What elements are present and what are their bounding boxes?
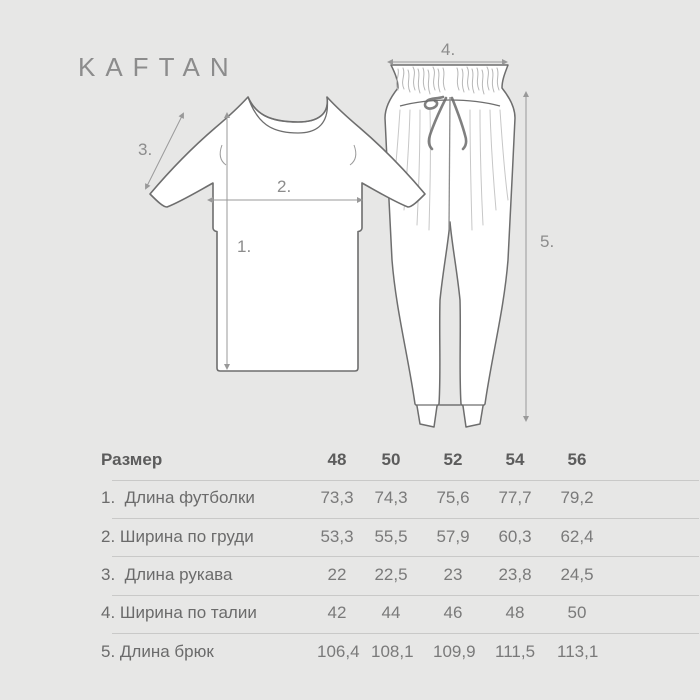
svg-text:5.: 5. bbox=[540, 232, 554, 251]
svg-text:4.: 4. bbox=[441, 40, 455, 59]
svg-text:1.: 1. bbox=[237, 237, 251, 256]
svg-text:2.: 2. bbox=[277, 177, 291, 196]
svg-text:3.: 3. bbox=[138, 140, 152, 159]
